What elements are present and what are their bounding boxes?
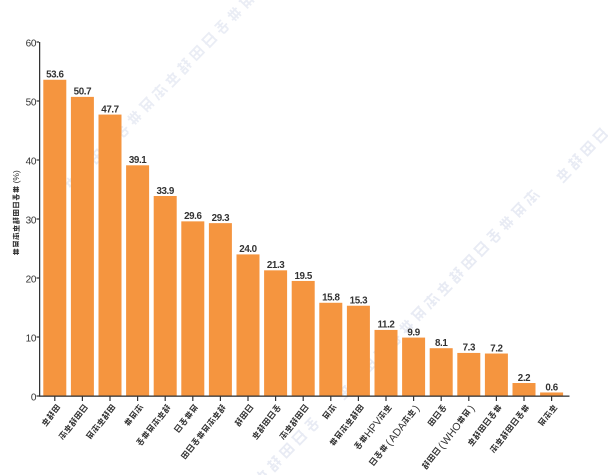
svg-text:20: 20 bbox=[26, 275, 37, 286]
svg-text:24.0: 24.0 bbox=[239, 244, 257, 255]
svg-text:50.7: 50.7 bbox=[74, 87, 92, 98]
svg-text:21.3: 21.3 bbox=[267, 260, 285, 271]
svg-text:(: ( bbox=[436, 441, 448, 452]
svg-text:9.9: 9.9 bbox=[407, 327, 420, 338]
svg-text:30: 30 bbox=[26, 216, 37, 227]
svg-text:47.7: 47.7 bbox=[101, 104, 119, 115]
svg-text:7.2: 7.2 bbox=[490, 343, 503, 354]
svg-text:15.8: 15.8 bbox=[322, 293, 340, 304]
svg-text:0: 0 bbox=[31, 393, 37, 404]
svg-text:50: 50 bbox=[26, 98, 37, 109]
svg-text:(%): (%) bbox=[11, 170, 21, 183]
svg-text:): ) bbox=[466, 403, 478, 413]
svg-text:29.6: 29.6 bbox=[184, 211, 202, 222]
svg-text:15.3: 15.3 bbox=[350, 296, 368, 307]
svg-text:(: ( bbox=[383, 438, 395, 449]
svg-text:19.5: 19.5 bbox=[294, 271, 312, 282]
svg-text:33.9: 33.9 bbox=[156, 186, 174, 197]
svg-text:0.6: 0.6 bbox=[545, 382, 558, 393]
svg-text:11.2: 11.2 bbox=[378, 320, 396, 331]
svg-text:10: 10 bbox=[26, 334, 37, 345]
svg-text:8.1: 8.1 bbox=[435, 338, 448, 349]
svg-text:7.3: 7.3 bbox=[463, 343, 476, 354]
svg-text:29.3: 29.3 bbox=[212, 213, 230, 224]
svg-text:2.2: 2.2 bbox=[518, 373, 531, 384]
svg-text:53.6: 53.6 bbox=[46, 70, 64, 81]
svg-text:): ) bbox=[411, 403, 423, 413]
svg-text:60: 60 bbox=[26, 39, 37, 50]
svg-text:39.1: 39.1 bbox=[129, 155, 147, 166]
svg-text:40: 40 bbox=[26, 157, 37, 168]
